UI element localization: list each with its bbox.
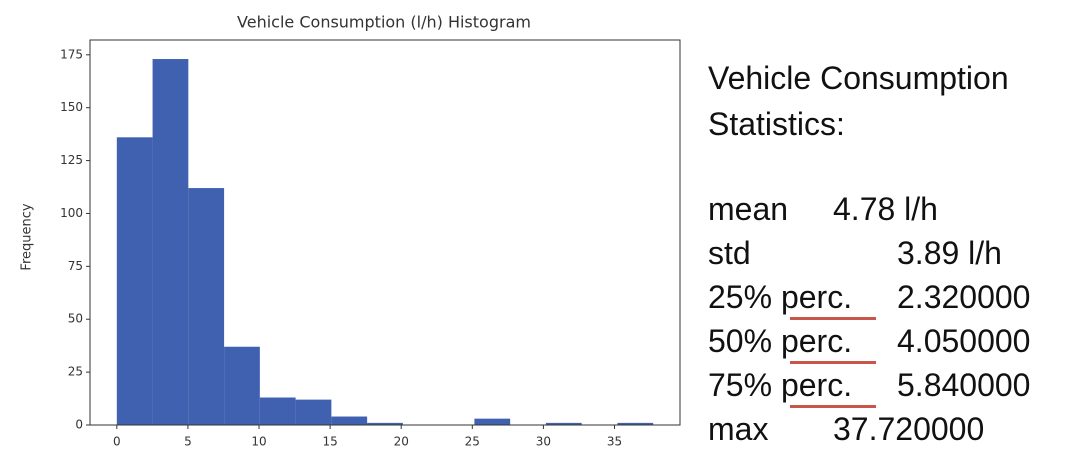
bar	[295, 399, 332, 425]
y-tick-label: 0	[75, 418, 83, 432]
y-tick-label: 150	[60, 100, 83, 114]
bar	[367, 422, 403, 425]
stat-value: 5.840000	[897, 367, 1031, 403]
y-axis-label: Frequency	[20, 203, 35, 270]
bar	[116, 137, 153, 426]
x-tick-label: 0	[113, 435, 121, 449]
bar	[259, 397, 296, 425]
x-tick-label: 35	[607, 435, 622, 449]
stat-label: max	[708, 411, 769, 447]
plot-frame	[89, 39, 681, 426]
x-tick-label: 20	[394, 435, 409, 449]
stat-value: 3.89 l/h	[897, 235, 1002, 271]
statistics-title: Vehicle Consumption Statistics:	[708, 60, 1009, 142]
chart-title: Vehicle Consumption (l/h) Histogram	[237, 13, 531, 32]
y-tick-label: 125	[60, 153, 83, 167]
y-tick-label: 175	[60, 47, 83, 61]
spell-underline	[790, 405, 876, 408]
spell-underline	[790, 317, 876, 320]
x-tick-label: 25	[465, 435, 480, 449]
stat-label: std	[708, 235, 751, 271]
bar	[331, 416, 368, 425]
stat-value: 4.78 l/h	[833, 191, 938, 227]
x-tick-label: 5	[184, 435, 192, 449]
chart: Vehicle Consumption (l/h) Histogram Freq…	[20, 13, 681, 449]
y-tick-label: 25	[68, 365, 83, 379]
stat-label: 25% perc.	[708, 279, 853, 315]
stat-label: 75% perc.	[708, 367, 853, 403]
bar	[152, 59, 189, 426]
bar	[188, 188, 225, 425]
x-tick-label: 30	[536, 435, 551, 449]
bar	[545, 422, 582, 425]
x-tick-label: 10	[251, 435, 266, 449]
stat-label: mean	[708, 191, 789, 227]
x-tick-label: 15	[322, 435, 337, 449]
y-tick-label: 50	[68, 312, 83, 326]
stat-value: 37.720000	[833, 411, 985, 447]
bar	[474, 418, 511, 425]
statistics-panel: Vehicle Consumption Statistics: mean 4.78…	[708, 55, 1063, 447]
stat-value: 4.050000	[897, 323, 1031, 359]
stat-label: 50% perc.	[708, 323, 853, 359]
stat-value: 2.320000	[897, 279, 1031, 315]
bar	[617, 422, 654, 425]
spell-underline	[790, 361, 876, 364]
y-tick-label: 75	[68, 259, 83, 273]
y-tick-label: 100	[60, 206, 83, 220]
bar	[224, 346, 260, 425]
